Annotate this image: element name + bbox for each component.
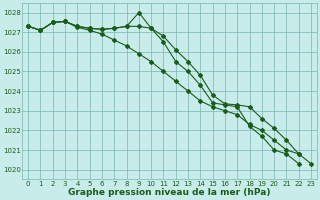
X-axis label: Graphe pression niveau de la mer (hPa): Graphe pression niveau de la mer (hPa) bbox=[68, 188, 271, 197]
